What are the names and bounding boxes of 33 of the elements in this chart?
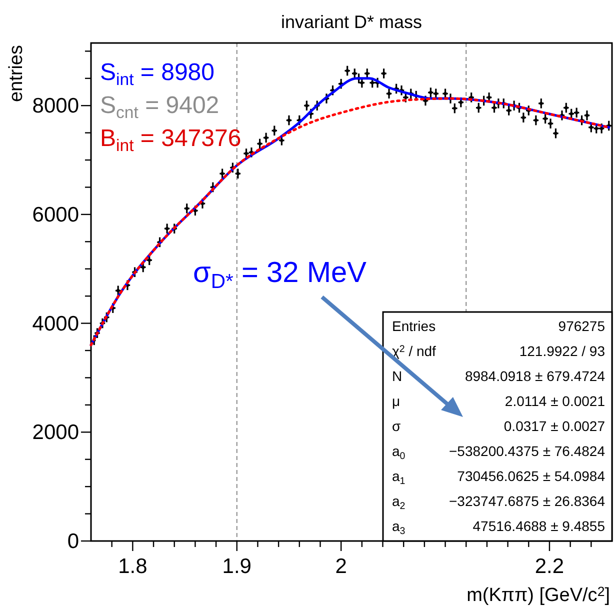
y-tick-label: 8000: [32, 94, 79, 118]
annotation: 976275: [558, 318, 606, 334]
annotation: a$_{0}$: [392, 443, 406, 462]
x-tick-label: 2: [335, 555, 347, 578]
annotation: 2.0114 ± 0.0021: [504, 393, 606, 409]
annotation: a$_{1}$: [392, 468, 406, 487]
annotation: S$_{cnt}$ = 9402: [100, 92, 220, 122]
annotation: 0.0317 ± 0.0027: [504, 418, 606, 434]
annotation: 8984.0918 ± 679.4724: [464, 368, 606, 384]
x-tick-label: 2.2: [534, 555, 564, 578]
annotation: 730456.0625 ± 54.0984: [457, 468, 606, 484]
x-tick-label: 1.9: [222, 555, 252, 578]
annotation: −323747.6875 ± 26.8364: [449, 493, 606, 509]
annotation: B$_{int}$ = 347376: [100, 125, 242, 156]
y-tick-label: 4000: [32, 312, 79, 336]
x-tick-label: 1.8: [118, 555, 148, 578]
annotation: 47516.4688 ± 9.4855: [472, 518, 606, 534]
y-tick-label: 6000: [32, 203, 79, 226]
annotation: a$_{3}$: [392, 518, 406, 537]
y-axis-title: entries: [6, 45, 27, 102]
annotation: μ: [392, 393, 400, 409]
annotation: a$_{2}$: [392, 493, 406, 512]
y-tick-label: 2000: [32, 421, 79, 444]
annotation: S$_{int}$ = 8980: [100, 59, 214, 90]
annotation: σ$_{D*}$ = 32 MeV: [193, 257, 368, 293]
annotation: N: [392, 368, 402, 384]
annotation: Entries: [392, 318, 436, 334]
annotation: 121.9922 / 93: [519, 343, 606, 359]
chart-title: invariant D* mass: [280, 12, 422, 32]
annotation: −538200.4375 ± 76.4824: [449, 443, 606, 459]
x-axis-title: m(Kππ) [GeV/c$^{2}$]: [466, 584, 610, 606]
y-tick-label: 0: [67, 530, 79, 553]
annotation: σ: [392, 418, 401, 434]
